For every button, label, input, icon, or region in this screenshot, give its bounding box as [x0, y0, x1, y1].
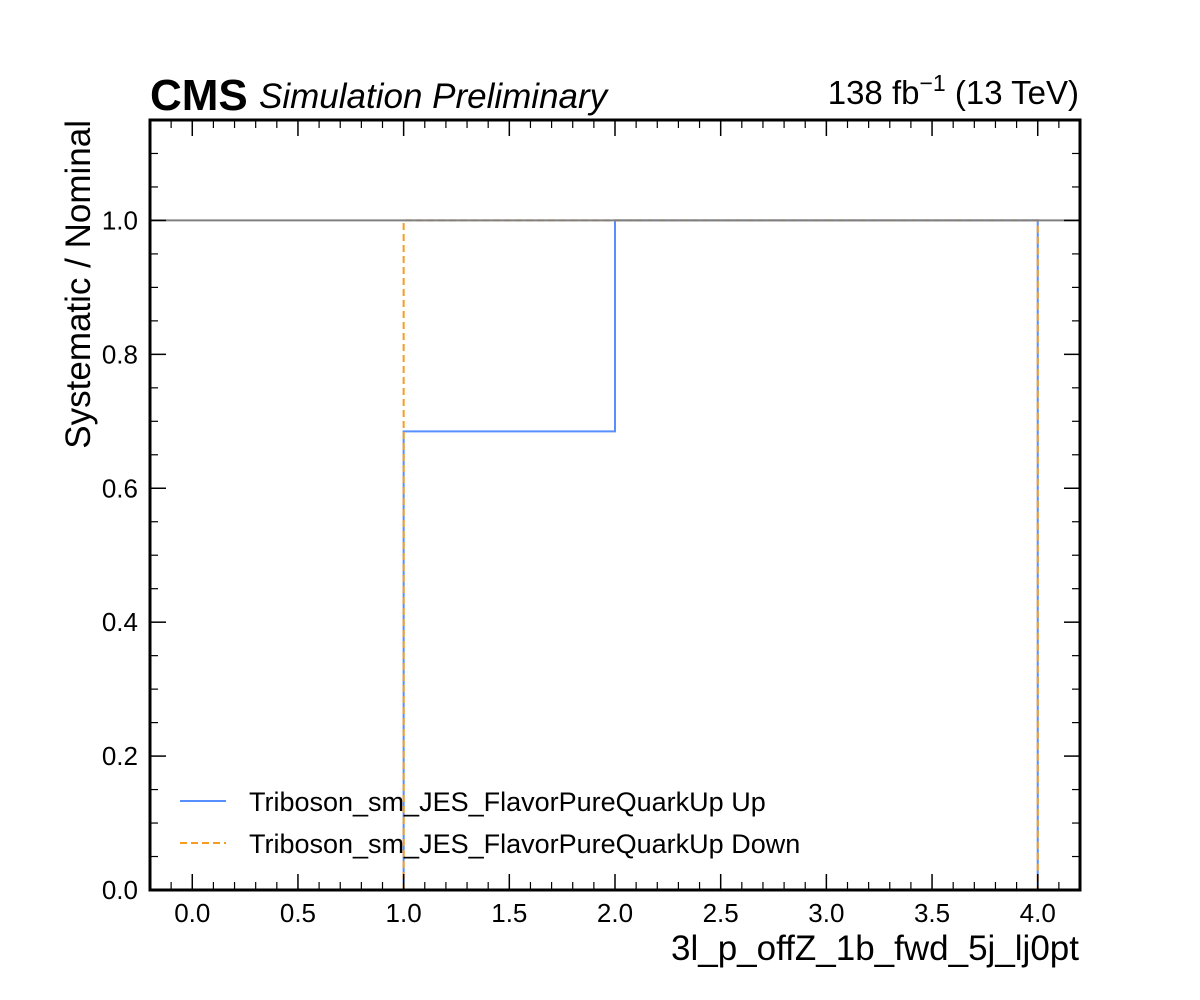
- axis-ticks: 0.0 0.5 1.0 1.5 2.0 2.5 3.0 3.5 4.0 0.0 0.2 0.4 0.6 0…: [102, 119, 1080, 928]
- x-tick-label: 3.0: [808, 898, 844, 928]
- simulation-preliminary-label: Simulation Preliminary: [259, 77, 610, 116]
- lumi-energy: (13 TeV): [946, 74, 1079, 111]
- plot-frame: [148, 118, 1082, 892]
- y-tick-label: 0.2: [102, 741, 138, 771]
- x-tick-label: 4.0: [1020, 898, 1056, 928]
- y-tick-label: 0.8: [102, 339, 138, 369]
- legend-label-0: Triboson_sm_JES_FlavorPureQuarkUp Up: [249, 787, 766, 817]
- y-axis-label: Systematic / Nominal: [59, 120, 98, 449]
- x-tick-label: 2.0: [597, 898, 633, 928]
- y-tick-label: 0.4: [102, 607, 138, 637]
- x-tick-label: 1.0: [386, 898, 422, 928]
- legend-label-1: Triboson_sm_JES_FlavorPureQuarkUp Down: [249, 829, 800, 859]
- x-axis-label: 3l_p_offZ_1b_fwd_5j_lj0pt: [671, 929, 1079, 968]
- cms-label: CMS: [150, 71, 248, 120]
- lumi-exponent: −1: [919, 70, 945, 96]
- lumi-value: 138 fb: [828, 74, 920, 111]
- x-tick-label: 0.5: [280, 898, 316, 928]
- x-tick-label: 3.5: [914, 898, 950, 928]
- y-tick-label: 1.0: [102, 205, 138, 235]
- x-tick-label: 0.0: [174, 898, 210, 928]
- y-tick-label: 0.0: [102, 875, 138, 905]
- luminosity-label: 138 fb−1 (13 TeV): [828, 70, 1079, 111]
- legend: Triboson_sm_JES_FlavorPureQuarkUp Up Trib…: [180, 787, 800, 859]
- y-tick-label: 0.6: [102, 473, 138, 503]
- x-tick-label: 2.5: [703, 898, 739, 928]
- x-tick-label: 1.5: [491, 898, 527, 928]
